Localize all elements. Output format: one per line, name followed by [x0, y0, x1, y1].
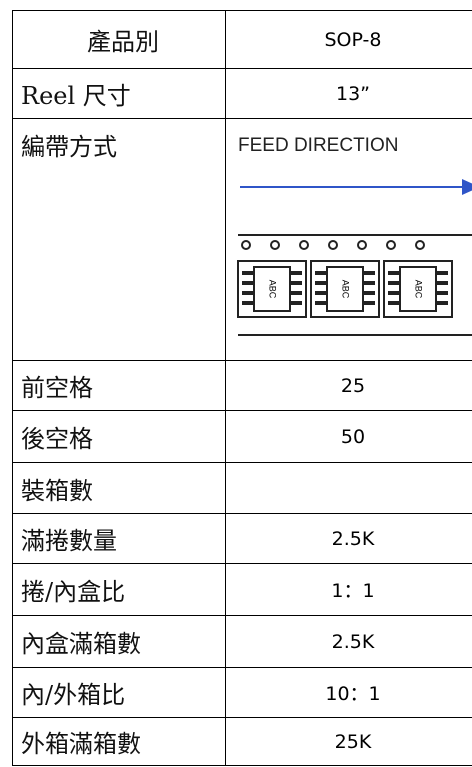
pin — [436, 301, 448, 305]
row-value: 10：1 — [225, 667, 472, 718]
ic-label: ABC — [414, 280, 424, 299]
row-value: 2.5K — [225, 615, 472, 668]
table-row: 內/外箱比 10：1 — [12, 667, 472, 718]
pocket — [237, 260, 307, 318]
sprocket-hole — [386, 240, 396, 250]
row-label: Reel 尺寸 — [12, 68, 226, 119]
table-row: 內盒滿箱數 2.5K — [12, 615, 472, 668]
table-row: Reel 尺寸 13” — [12, 68, 472, 119]
row-label: 捲/內盒比 — [12, 563, 226, 616]
ic-body — [399, 266, 437, 312]
table-row: 前空格 25 — [12, 360, 472, 411]
pin — [436, 281, 448, 285]
row-label: 滿捲數量 — [12, 513, 226, 564]
pin — [436, 271, 448, 275]
pocket — [383, 260, 453, 318]
pin — [290, 281, 302, 285]
pin — [363, 301, 375, 305]
row-value: FEED DIRECTION ABC ABC ABC — [225, 118, 472, 361]
arrow-head — [462, 179, 472, 195]
sprocket-hole — [299, 240, 309, 250]
row-label: 外箱滿箱數 — [12, 717, 226, 766]
row-label: 編帶方式 — [12, 118, 226, 361]
row-label: 後空格 — [12, 410, 226, 463]
sprocket-hole — [415, 240, 425, 250]
row-value: SOP-8 — [225, 10, 472, 69]
pin — [363, 271, 375, 275]
pin — [242, 301, 254, 305]
pin — [315, 301, 327, 305]
pin — [388, 271, 400, 275]
pin — [388, 301, 400, 305]
table-row: 外箱滿箱數 25K — [12, 717, 472, 766]
pin — [290, 301, 302, 305]
pin — [388, 281, 400, 285]
pin — [242, 291, 254, 295]
row-value: 1：1 — [225, 563, 472, 616]
pin — [363, 281, 375, 285]
ic-row: ABC ABC ABC — [237, 260, 453, 318]
sprocket-hole — [328, 240, 338, 250]
pin — [315, 281, 327, 285]
pin — [242, 271, 254, 275]
spec-table: 產品別 SOP-8 Reel 尺寸 13” 編帶方式 FEED DIRECTION AB… — [12, 10, 472, 766]
ic-body — [253, 266, 291, 312]
ic-body — [326, 266, 364, 312]
ic-label: ABC — [341, 280, 351, 299]
tape-diagram: FEED DIRECTION ABC ABC ABC — [237, 135, 472, 336]
table-row: 裝箱數 — [12, 462, 472, 514]
table-row: 編帶方式 FEED DIRECTION ABC ABC ABC — [12, 118, 472, 361]
row-label: 內盒滿箱數 — [12, 615, 226, 668]
pocket — [310, 260, 380, 318]
table-row: 捲/內盒比 1：1 — [12, 563, 472, 616]
sprocket-holes — [241, 240, 425, 250]
row-value: 2.5K — [225, 513, 472, 564]
table-row: 滿捲數量 2.5K — [12, 513, 472, 564]
sprocket-hole — [241, 240, 251, 250]
row-value: 25K — [225, 717, 472, 766]
row-label: 裝箱數 — [12, 462, 226, 514]
row-value: 50 — [225, 410, 472, 463]
pin — [242, 281, 254, 285]
row-label: 前空格 — [12, 360, 226, 411]
pin — [290, 271, 302, 275]
pin — [315, 291, 327, 295]
pin — [388, 291, 400, 295]
row-label: 產品別 — [12, 10, 226, 69]
row-label: 內/外箱比 — [12, 667, 226, 718]
pin — [436, 291, 448, 295]
ic-label: ABC — [268, 280, 278, 299]
pin — [363, 291, 375, 295]
row-value — [225, 462, 472, 514]
sprocket-hole — [357, 240, 367, 250]
pin — [315, 271, 327, 275]
table-row: 後空格 50 — [12, 410, 472, 463]
row-value: 13” — [225, 68, 472, 119]
sprocket-hole — [270, 240, 280, 250]
feed-direction-label: FEED DIRECTION — [238, 135, 398, 156]
row-value: 25 — [225, 360, 472, 411]
table-row: 產品別 SOP-8 — [12, 10, 472, 69]
pin — [290, 291, 302, 295]
